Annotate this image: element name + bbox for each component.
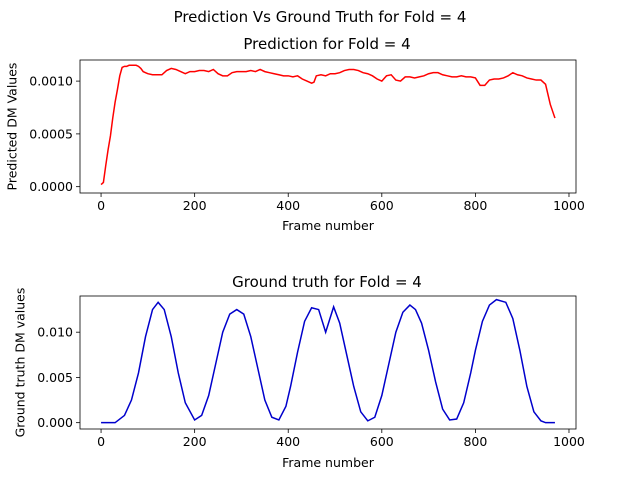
ground-truth-x-tick-label: 600 bbox=[370, 434, 394, 449]
ground-truth-x-axis-label: Frame number bbox=[282, 455, 375, 470]
ground-truth-y-tick-label: 0.000 bbox=[37, 415, 73, 430]
prediction-y-tick-label: 0.0000 bbox=[29, 179, 73, 194]
ground-truth-y-axis-label: Ground truth DM values bbox=[13, 288, 28, 438]
prediction-x-tick-label: 1000 bbox=[553, 198, 585, 213]
prediction-x-tick-label: 0 bbox=[97, 198, 105, 213]
prediction-x-tick-label: 200 bbox=[183, 198, 207, 213]
ground-truth-plot-title: Ground truth for Fold = 4 bbox=[232, 273, 422, 291]
prediction-series-line bbox=[100, 64, 556, 186]
ground-truth-x-tick-label: 800 bbox=[463, 434, 487, 449]
prediction-y-axis-label: Predicted DM Values bbox=[5, 63, 20, 191]
ground-truth-x-tick-label: 1000 bbox=[553, 434, 585, 449]
prediction-axes-frame bbox=[79, 59, 577, 194]
prediction-y-tick-label: 0.0010 bbox=[29, 74, 73, 89]
prediction-x-tick-label: 400 bbox=[276, 198, 300, 213]
ground-truth-y-tick-label: 0.005 bbox=[37, 370, 73, 385]
prediction-plot-title: Prediction for Fold = 4 bbox=[243, 35, 410, 53]
ground-truth-series-line bbox=[101, 298, 555, 424]
prediction-x-tick-label: 600 bbox=[370, 198, 394, 213]
ground-truth-plot: Ground truth for Fold = 4 0 200 400 600 800 1… bbox=[13, 273, 585, 470]
prediction-plot: Prediction for Fold = 4 0 200 400 600 800 100… bbox=[5, 35, 585, 233]
figure-suptitle: Prediction Vs Ground Truth for Fold = 4 bbox=[174, 8, 467, 26]
prediction-x-tick-label: 800 bbox=[463, 198, 487, 213]
ground-truth-ticks: 0 200 400 600 800 1000 0.000 0.005 0.010 bbox=[37, 325, 585, 449]
ground-truth-y-tick-label: 0.010 bbox=[37, 325, 73, 340]
ground-truth-x-tick-label: 200 bbox=[183, 434, 207, 449]
prediction-x-axis-label: Frame number bbox=[282, 218, 375, 233]
ground-truth-x-tick-label: 400 bbox=[276, 434, 300, 449]
prediction-ticks: 0 200 400 600 800 1000 0.0000 0.0005 0.0010 bbox=[29, 74, 585, 213]
ground-truth-axes-frame bbox=[79, 295, 577, 430]
prediction-y-tick-label: 0.0005 bbox=[29, 126, 73, 141]
ground-truth-x-tick-label: 0 bbox=[97, 434, 105, 449]
